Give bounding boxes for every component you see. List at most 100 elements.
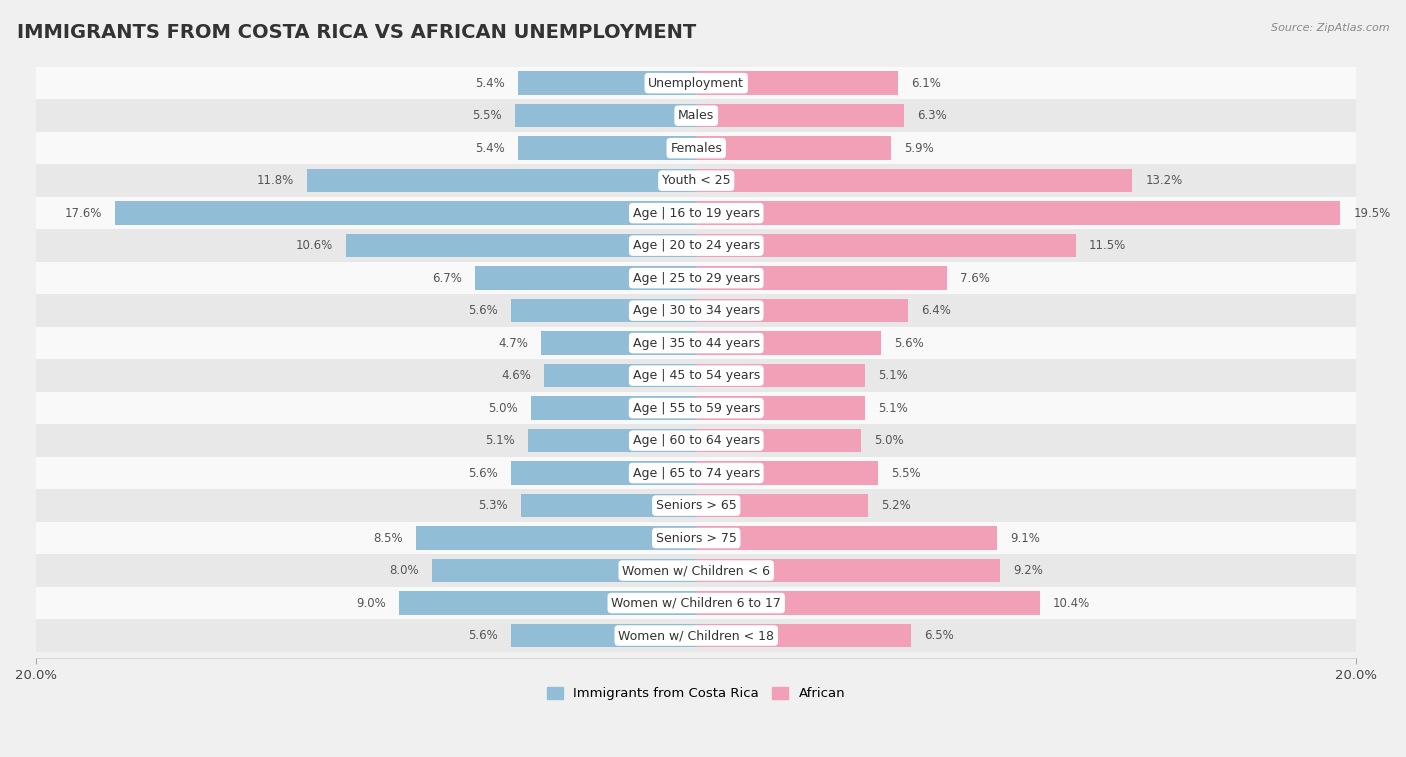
Bar xyxy=(541,332,696,355)
Text: Seniors > 75: Seniors > 75 xyxy=(655,531,737,544)
Bar xyxy=(696,104,904,127)
Text: Youth < 25: Youth < 25 xyxy=(662,174,731,187)
Bar xyxy=(517,71,696,95)
Text: 9.1%: 9.1% xyxy=(1010,531,1039,544)
Text: 5.1%: 5.1% xyxy=(877,369,907,382)
Bar xyxy=(475,266,696,290)
Bar xyxy=(115,201,696,225)
Text: 10.6%: 10.6% xyxy=(295,239,333,252)
Text: 6.1%: 6.1% xyxy=(911,76,941,89)
Bar xyxy=(696,397,865,420)
Bar xyxy=(696,494,868,517)
Bar xyxy=(696,299,907,322)
Text: Age | 55 to 59 years: Age | 55 to 59 years xyxy=(633,402,759,415)
Text: Seniors > 65: Seniors > 65 xyxy=(655,499,737,512)
Text: Age | 45 to 54 years: Age | 45 to 54 years xyxy=(633,369,759,382)
Text: 17.6%: 17.6% xyxy=(65,207,103,220)
Text: Age | 60 to 64 years: Age | 60 to 64 years xyxy=(633,434,759,447)
Text: 11.5%: 11.5% xyxy=(1090,239,1126,252)
Bar xyxy=(37,392,1357,425)
Text: 6.4%: 6.4% xyxy=(921,304,950,317)
Text: 5.6%: 5.6% xyxy=(468,629,498,642)
Bar xyxy=(696,364,865,388)
Text: Males: Males xyxy=(678,109,714,122)
Bar xyxy=(696,266,948,290)
Bar xyxy=(37,456,1357,489)
Text: 5.5%: 5.5% xyxy=(472,109,502,122)
Text: 7.6%: 7.6% xyxy=(960,272,990,285)
Bar xyxy=(37,554,1357,587)
Text: 5.6%: 5.6% xyxy=(468,466,498,480)
Bar xyxy=(37,425,1357,456)
Bar xyxy=(416,526,696,550)
Text: 5.9%: 5.9% xyxy=(904,142,934,154)
Text: 5.0%: 5.0% xyxy=(875,434,904,447)
Text: 13.2%: 13.2% xyxy=(1146,174,1182,187)
Text: 5.5%: 5.5% xyxy=(891,466,921,480)
Text: 19.5%: 19.5% xyxy=(1353,207,1391,220)
Text: 4.7%: 4.7% xyxy=(498,337,527,350)
Text: 5.2%: 5.2% xyxy=(882,499,911,512)
Bar xyxy=(399,591,696,615)
Text: 5.6%: 5.6% xyxy=(468,304,498,317)
Text: Source: ZipAtlas.com: Source: ZipAtlas.com xyxy=(1271,23,1389,33)
Text: 6.3%: 6.3% xyxy=(918,109,948,122)
Bar xyxy=(696,332,882,355)
Bar xyxy=(696,526,997,550)
Text: Age | 16 to 19 years: Age | 16 to 19 years xyxy=(633,207,759,220)
Text: 10.4%: 10.4% xyxy=(1053,597,1090,609)
Bar xyxy=(37,522,1357,554)
Text: 5.3%: 5.3% xyxy=(478,499,508,512)
Text: Age | 65 to 74 years: Age | 65 to 74 years xyxy=(633,466,759,480)
Bar xyxy=(696,624,911,647)
Bar xyxy=(37,132,1357,164)
Bar xyxy=(696,591,1039,615)
Bar xyxy=(527,429,696,452)
Text: Women w/ Children < 6: Women w/ Children < 6 xyxy=(623,564,770,577)
Bar xyxy=(512,461,696,484)
Legend: Immigrants from Costa Rica, African: Immigrants from Costa Rica, African xyxy=(541,681,851,706)
Bar xyxy=(522,494,696,517)
Text: Women w/ Children < 18: Women w/ Children < 18 xyxy=(619,629,775,642)
Text: Women w/ Children 6 to 17: Women w/ Children 6 to 17 xyxy=(612,597,782,609)
Text: Age | 20 to 24 years: Age | 20 to 24 years xyxy=(633,239,759,252)
Bar xyxy=(37,327,1357,360)
Bar xyxy=(512,624,696,647)
Text: 6.7%: 6.7% xyxy=(432,272,461,285)
Bar xyxy=(37,164,1357,197)
Bar xyxy=(515,104,696,127)
Bar xyxy=(696,559,1000,582)
Text: Age | 35 to 44 years: Age | 35 to 44 years xyxy=(633,337,759,350)
Text: Age | 30 to 34 years: Age | 30 to 34 years xyxy=(633,304,759,317)
Bar xyxy=(37,489,1357,522)
Bar xyxy=(696,136,891,160)
Bar xyxy=(37,587,1357,619)
Text: 9.0%: 9.0% xyxy=(356,597,385,609)
Bar xyxy=(307,169,696,192)
Bar xyxy=(696,461,877,484)
Bar xyxy=(432,559,696,582)
Bar xyxy=(544,364,696,388)
Bar xyxy=(512,299,696,322)
Bar xyxy=(696,429,862,452)
Text: 5.6%: 5.6% xyxy=(894,337,924,350)
Text: Females: Females xyxy=(671,142,723,154)
Text: 5.4%: 5.4% xyxy=(475,142,505,154)
Bar xyxy=(37,262,1357,294)
Bar xyxy=(696,169,1132,192)
Bar xyxy=(696,71,897,95)
Bar xyxy=(37,229,1357,262)
Text: 5.1%: 5.1% xyxy=(485,434,515,447)
Bar xyxy=(346,234,696,257)
Text: Unemployment: Unemployment xyxy=(648,76,744,89)
Bar xyxy=(37,99,1357,132)
Text: Age | 25 to 29 years: Age | 25 to 29 years xyxy=(633,272,759,285)
Bar xyxy=(696,201,1340,225)
Bar xyxy=(517,136,696,160)
Text: 5.4%: 5.4% xyxy=(475,76,505,89)
Bar xyxy=(37,294,1357,327)
Text: 4.6%: 4.6% xyxy=(502,369,531,382)
Text: IMMIGRANTS FROM COSTA RICA VS AFRICAN UNEMPLOYMENT: IMMIGRANTS FROM COSTA RICA VS AFRICAN UN… xyxy=(17,23,696,42)
Bar xyxy=(37,197,1357,229)
Text: 8.0%: 8.0% xyxy=(389,564,419,577)
